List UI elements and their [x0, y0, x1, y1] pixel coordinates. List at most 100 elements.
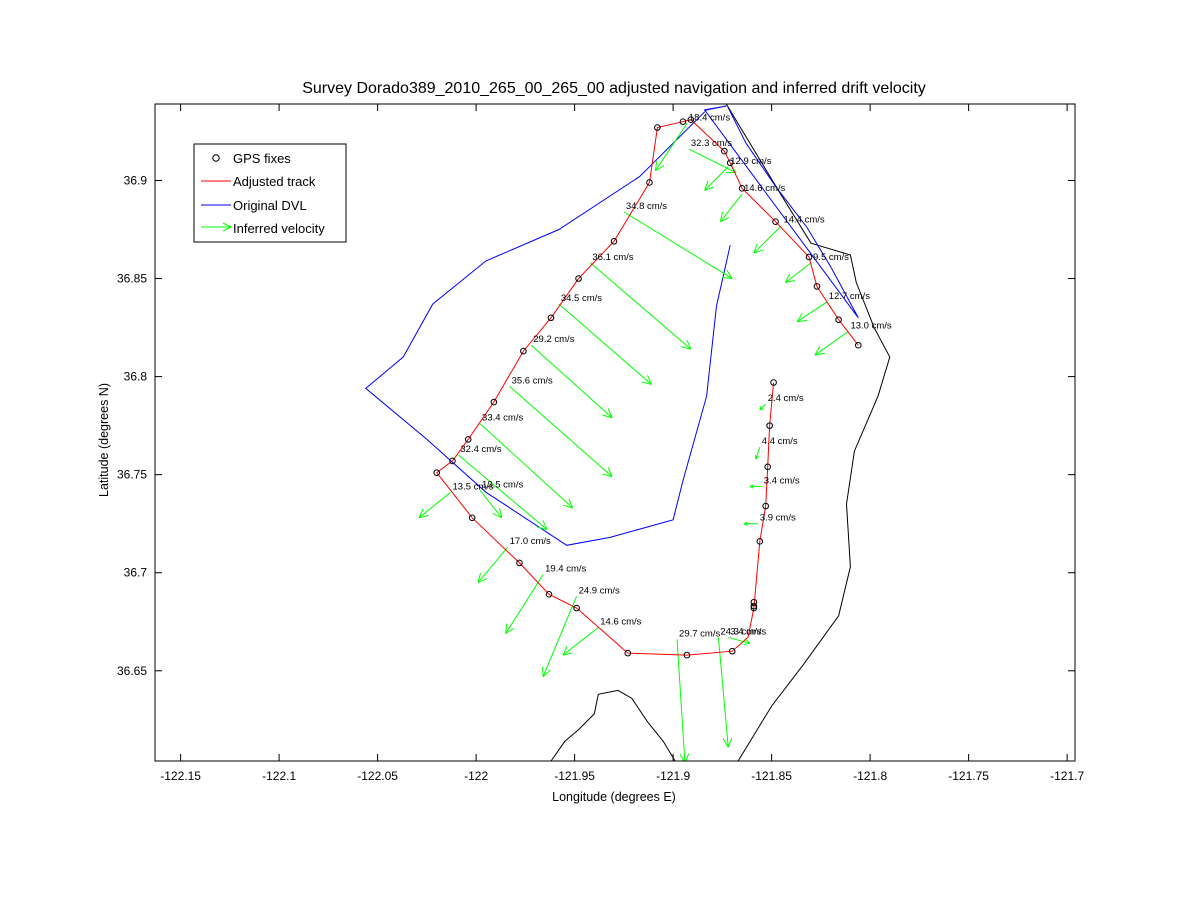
velocity-labels-layer: 18.4 cm/s 32.3 cm/s 12.9 cm/s 14.6 cm/s 14.4…: [453, 113, 892, 640]
gps-fix-marker: [464, 436, 472, 443]
x-axis-label: Longitude (degrees E): [552, 790, 676, 804]
legend-box: [193, 143, 347, 243]
velocity-label: 34.8 cm/s: [626, 201, 667, 212]
velocity-label: 13.5 cm/s: [453, 481, 494, 492]
velocity-arrow-head: [602, 414, 613, 419]
velocity-arrow-shaft: [590, 262, 692, 350]
velocity-arrow-head: [759, 408, 764, 411]
velocity-arrow-head: [568, 498, 574, 509]
velocity-arrow-head: [784, 273, 791, 283]
legend-adjusted-label: Adjusted track: [233, 174, 316, 189]
velocity-arrow-shaft: [755, 447, 761, 460]
velocity-label: 35.6 cm/s: [512, 375, 553, 386]
velocity-arrow-shaft: [479, 423, 573, 509]
velocity-arrow-head: [607, 408, 613, 418]
chart-title: Survey Dorado389_2010_265_00_265_00 adju…: [302, 80, 926, 97]
velocity-label: 14.4 cm/s: [783, 215, 824, 226]
gps-fix-marker: [654, 124, 661, 131]
velocity-arrow-shaft: [509, 386, 613, 478]
velocity-arrow: [753, 225, 782, 254]
y-tick-label: 36.7: [124, 566, 148, 580]
gps-fix-marker: [490, 398, 498, 406]
velocity-label: 36.1 cm/s: [592, 252, 633, 263]
x-tick-label: -121.75: [948, 769, 989, 783]
velocity-arrow-head: [785, 280, 795, 283]
velocity-arrow-head: [704, 180, 709, 191]
gps-fix-marker: [545, 590, 553, 598]
velocity-arrow-head: [749, 484, 754, 487]
velocity-arrow-head: [562, 652, 573, 656]
velocity-arrow-head: [759, 406, 762, 411]
velocity-label: 32.3 cm/s: [691, 138, 732, 149]
gps-fix-marker: [726, 159, 734, 167]
velocity-arrow-head: [686, 339, 692, 350]
velocity-arrow: [754, 447, 761, 460]
velocity-arrow-shaft: [814, 331, 849, 356]
velocity-arrow-head: [679, 754, 685, 761]
velocity-arrow-shaft: [479, 490, 503, 519]
gps-fix-marker: [770, 379, 777, 386]
y-tick-label: 36.85: [117, 272, 147, 286]
velocity-arrow-head: [743, 523, 748, 526]
velocity-label: 18.4 cm/s: [689, 113, 730, 124]
velocity-arrow: [477, 546, 509, 583]
gps-fix-marker: [575, 275, 582, 282]
coastline-layer: [550, 104, 891, 761]
velocity-label: 14.6 cm/s: [600, 617, 641, 628]
velocity-label: 13.5 cm/s: [482, 479, 523, 490]
gps-fix-marker: [687, 116, 695, 123]
velocity-arrow-head: [607, 467, 613, 477]
velocity-label: 14.6 cm/s: [744, 183, 785, 194]
velocity-arrow-head: [418, 508, 424, 519]
velocity-arrow: [759, 403, 767, 411]
velocity-label: 3.4 cm/s: [764, 475, 800, 486]
velocity-arrow-head: [796, 312, 803, 322]
velocity-arrow-head: [749, 485, 754, 489]
velocity-arrow-head: [655, 165, 665, 172]
velocity-label: 19.4 cm/s: [545, 564, 586, 575]
velocity-arrow-shaft: [728, 636, 751, 644]
velocity-arrow: [479, 490, 503, 519]
gps-fixes-layer: [433, 116, 862, 659]
velocity-arrow-head: [743, 642, 751, 646]
x-ticks: -122.15 -122.1 -122.05 -122 -121.95 -121.9 -12…: [160, 104, 1084, 783]
gps-fix-marker: [756, 538, 764, 545]
velocity-arrow: [479, 423, 574, 509]
velocity-arrow: [530, 344, 613, 419]
velocity-arrow-head: [542, 669, 551, 678]
velocity-arrow-head: [814, 346, 821, 356]
gps-fix-marker: [721, 147, 728, 155]
velocity-arrow-shaft: [558, 303, 652, 385]
original-dvl-line: [365, 105, 859, 546]
velocity-label: 33.4 cm/s: [482, 413, 523, 424]
legend-velocity-label: Inferred velocity: [233, 221, 325, 236]
gps-fix-marker: [854, 341, 862, 349]
velocity-arrow: [743, 521, 758, 526]
velocity-arrow-head: [685, 753, 690, 761]
velocity-arrow-head: [754, 454, 757, 460]
velocity-label: 13.0 cm/s: [850, 320, 891, 331]
velocity-label: 17.0 cm/s: [510, 536, 551, 547]
velocity-arrow: [509, 386, 613, 478]
velocity-arrow-head: [726, 269, 733, 279]
velocity-arrow-head: [654, 160, 658, 171]
velocity-arrow: [676, 639, 690, 761]
gps-fix-marker: [766, 422, 773, 429]
velocity-arrow: [749, 484, 762, 489]
gps-fix-marker: [738, 185, 746, 192]
velocity-arrow-head: [492, 512, 502, 519]
gps-fix-marker: [547, 314, 555, 322]
velocity-arrow: [814, 331, 849, 356]
velocity-arrow-head: [537, 526, 548, 531]
velocity-arrow: [704, 166, 729, 191]
velocity-label: 12.7 cm/s: [829, 291, 870, 302]
velocity-arrow-head: [743, 521, 748, 525]
gps-fix-marker: [468, 514, 476, 522]
velocity-layer: [418, 123, 849, 761]
velocity-arrow-head: [641, 381, 652, 385]
y-ticks: 36.65 36.7 36.75 36.8 36.85 36.9: [117, 173, 1075, 678]
gps-fix-marker: [805, 253, 813, 261]
velocity-arrow-head: [755, 455, 760, 460]
velocity-label: 2.4 cm/s: [768, 393, 804, 404]
